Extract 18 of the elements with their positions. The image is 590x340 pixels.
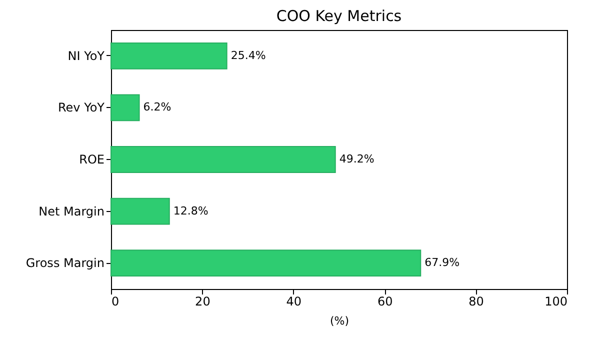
y-tick-label: NI YoY bbox=[68, 48, 106, 63]
y-tick-label: ROE bbox=[79, 152, 104, 166]
x-axis-title: (%) bbox=[330, 314, 350, 328]
chart-title: COO Key Metrics bbox=[276, 7, 402, 25]
y-tick-label: Gross Margin bbox=[26, 256, 104, 270]
data-label: 12.8% bbox=[173, 204, 208, 218]
data-label: 6.2% bbox=[143, 100, 172, 114]
data-label: 49.2% bbox=[339, 152, 374, 166]
y-tick-label: Net Margin bbox=[38, 204, 104, 218]
x-tick-label: 100 bbox=[544, 294, 568, 308]
data-label: 67.9% bbox=[424, 256, 460, 270]
x-tick-label: 80 bbox=[468, 294, 484, 308]
data-label: 25.4% bbox=[230, 48, 266, 62]
x-tick-label: 0 bbox=[112, 294, 120, 308]
x-tick-label: 20 bbox=[195, 294, 210, 308]
x-tick-label: 40 bbox=[286, 294, 302, 308]
x-tick-label: 60 bbox=[377, 294, 393, 308]
y-tick-label: Rev YoY bbox=[58, 100, 106, 115]
